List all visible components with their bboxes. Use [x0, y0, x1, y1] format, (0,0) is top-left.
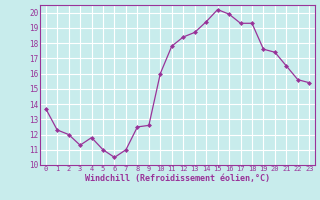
X-axis label: Windchill (Refroidissement éolien,°C): Windchill (Refroidissement éolien,°C): [85, 174, 270, 183]
